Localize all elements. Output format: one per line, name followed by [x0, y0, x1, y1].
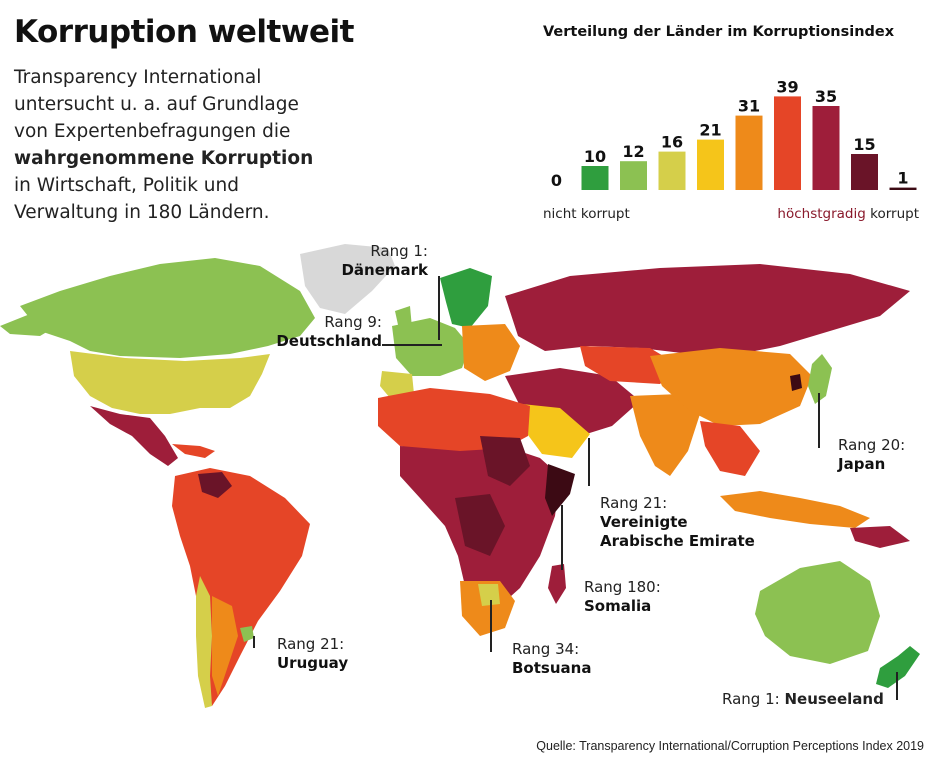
label-rank: Rang 21: — [600, 494, 668, 512]
chart-bar — [620, 161, 647, 190]
label-country: Dänemark — [341, 261, 428, 279]
region-india — [630, 394, 700, 476]
label-country: Japan — [838, 455, 886, 473]
region-arabia — [522, 404, 590, 458]
region-congo — [455, 494, 505, 556]
chart-xlabel-right: höchstgradig korrupt — [777, 206, 919, 222]
region-southern-africa — [460, 581, 515, 636]
region-usa — [70, 351, 270, 414]
label-country: Deutschland — [276, 332, 382, 350]
label-country: Neuseeland — [784, 690, 884, 708]
region-eastern-europe — [462, 324, 520, 381]
label-country: Somalia — [584, 597, 652, 615]
label-uae: Rang 21: Vereinigte Arabische Emirate — [600, 494, 780, 551]
distribution-bar-chart: 0 10 12 16 21 31 39 35 15 1 nicht korrupt höchstgra… — [543, 77, 919, 222]
region-japan — [808, 354, 832, 404]
region-greenland — [300, 244, 395, 314]
intro-line: untersucht u. a. auf Grundlage — [14, 94, 299, 115]
chart-bar — [581, 166, 609, 190]
leader-line — [588, 438, 590, 486]
label-rank: Rang 20: — [838, 436, 906, 454]
world-map — [0, 244, 920, 708]
chart-value-label: 39 — [776, 77, 798, 96]
chart-value-label: 10 — [584, 147, 606, 166]
chart-value-label: 21 — [699, 121, 721, 140]
region-sudan — [480, 436, 530, 486]
label-rank: Rang 180: — [584, 578, 661, 596]
chart-value-label: 35 — [815, 87, 837, 106]
region-uruguay — [240, 626, 254, 642]
region-iberia — [380, 371, 414, 398]
chart-value-label: 1 — [897, 169, 908, 188]
chart-bar — [658, 151, 686, 190]
region-indonesia — [720, 491, 870, 528]
chart-bar — [889, 187, 917, 190]
region-uk — [395, 306, 412, 334]
region-png — [850, 526, 910, 548]
region-mexico — [90, 406, 178, 466]
region-argentina — [212, 596, 238, 696]
label-country: Uruguay — [277, 654, 349, 672]
region-madagascar — [548, 564, 566, 604]
label-rank: Rang 1: — [722, 690, 780, 708]
chart-value-label: 15 — [853, 135, 875, 154]
label-newzealand: Rang 1: Neuseeland — [722, 690, 902, 709]
label-country: Botsuana — [512, 659, 592, 677]
region-north-korea — [790, 374, 802, 391]
chart-value-label: 0 — [551, 171, 562, 190]
region-australia — [755, 561, 880, 664]
region-western-europe — [392, 318, 470, 376]
region-russia — [505, 264, 910, 354]
region-china — [650, 348, 812, 426]
leader-line — [490, 600, 492, 652]
label-rank: Rang 21: — [277, 635, 345, 653]
label-japan: Rang 20: Japan — [838, 436, 928, 474]
page-title: Korruption weltweit — [14, 14, 354, 50]
chart-bar — [812, 106, 840, 190]
region-caribbean — [172, 444, 215, 458]
intro-highlight: wahrgenommene Korruption — [14, 148, 314, 169]
region-botswana — [478, 584, 500, 606]
chart-bar — [697, 139, 724, 190]
label-uruguay: Rang 21: Uruguay — [277, 635, 377, 673]
intro-line: von Expertenbefragungen die — [14, 121, 291, 142]
label-rank: Rang 9: — [324, 313, 382, 331]
chart-bar — [851, 154, 878, 190]
region-scandinavia — [440, 268, 492, 328]
leader-line — [382, 344, 442, 346]
label-rank: Rang 34: — [512, 640, 580, 658]
region-newzealand — [876, 646, 920, 688]
chart-bar — [774, 96, 801, 190]
intro-line: in Wirtschaft, Politik und — [14, 175, 239, 196]
label-country-2: Arabische Emirate — [600, 532, 755, 550]
intro-line: Verwaltung in 180 Ländern. — [14, 202, 270, 223]
chart-xlabel-left: nicht korrupt — [543, 206, 630, 222]
leader-line — [253, 636, 255, 648]
label-rank: Rang 1: — [370, 242, 428, 260]
chart-bar — [735, 115, 763, 190]
leader-line — [896, 672, 898, 700]
label-denmark: Rang 1: Dänemark — [330, 242, 428, 280]
leader-line — [818, 393, 820, 448]
intro-line: Transparency International — [14, 67, 262, 88]
leader-line — [438, 276, 440, 340]
region-alaska-tip — [0, 314, 60, 336]
region-somalia — [545, 464, 575, 516]
label-somalia: Rang 180: Somalia — [584, 578, 684, 616]
chart-value-label: 12 — [622, 142, 644, 161]
region-venezuela — [198, 472, 232, 498]
leader-line — [561, 505, 563, 570]
source-note: Quelle: Transparency International/Corru… — [536, 739, 924, 753]
chart-value-label: 16 — [661, 133, 683, 152]
label-germany: Rang 9: Deutschland — [270, 313, 382, 351]
region-chile — [196, 576, 212, 708]
chart-title: Verteilung der Länder im Korruptionsinde… — [543, 24, 895, 40]
intro-text: Transparency International untersucht u.… — [14, 64, 344, 226]
label-botswana: Rang 34: Botsuana — [512, 640, 612, 678]
label-country: Vereinigte — [600, 513, 688, 531]
region-canada — [20, 258, 315, 358]
chart-value-label: 31 — [738, 97, 760, 116]
region-southeast-asia — [700, 421, 760, 476]
